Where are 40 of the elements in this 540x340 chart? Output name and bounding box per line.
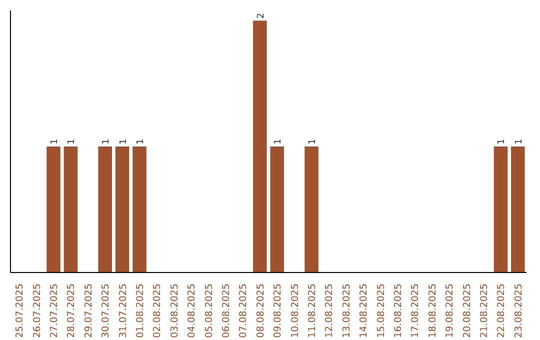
x-tick-label: 10.08.2025: [290, 283, 301, 338]
x-tick-label: 22.08.2025: [496, 283, 508, 338]
x-tick-label: 12.08.2025: [324, 283, 336, 338]
x-tick-label: 29.07.2025: [83, 283, 94, 338]
data-label: 1: [136, 138, 146, 145]
x-tick-label: 09.08.2025: [272, 283, 284, 338]
x-tick-label: 19.08.2025: [444, 283, 456, 338]
data-label: 1: [118, 138, 129, 145]
x-tick-label: 06.08.2025: [221, 283, 232, 338]
x-tick-label: 23.08.2025: [513, 283, 524, 338]
x-tick-label: 18.08.2025: [427, 283, 438, 338]
data-label: 1: [102, 138, 112, 145]
x-tick-label: 21.08.2025: [479, 283, 490, 338]
data-label: 1: [308, 138, 318, 145]
x-tick-label: 05.08.2025: [204, 283, 215, 338]
data-label: 1: [67, 138, 78, 145]
x-tick-label: 15.08.2025: [376, 283, 387, 338]
data-label: 1: [497, 138, 508, 145]
x-tick-label: 31.07.2025: [118, 283, 129, 338]
x-tick-label: 25.07.2025: [14, 283, 26, 338]
x-tick-label: 13.08.2025: [341, 283, 352, 338]
x-tick-label: 01.08.2025: [135, 283, 146, 338]
x-tick-label: 27.07.2025: [49, 283, 60, 338]
x-tick-label: 02.08.2025: [152, 283, 164, 338]
data-label: 1: [274, 138, 284, 145]
data-label: 1: [50, 138, 60, 145]
x-tick-label: 14.08.2025: [358, 283, 370, 338]
x-tick-label: 07.08.2025: [238, 283, 250, 338]
x-tick-label: 08.08.2025: [255, 283, 266, 338]
x-tick-label: 17.08.2025: [410, 283, 422, 338]
x-tick-label: 16.08.2025: [393, 283, 404, 338]
x-tick-label: 03.08.2025: [169, 283, 180, 338]
x-tick-label: 28.07.2025: [66, 283, 78, 338]
data-label: 1: [514, 138, 524, 145]
x-tick-label: 20.08.2025: [462, 283, 473, 338]
x-tick-label: 11.08.2025: [307, 283, 318, 338]
x-tick-label: 04.08.2025: [186, 283, 198, 338]
data-label: 2: [256, 12, 266, 19]
x-tick-label: 30.07.2025: [100, 283, 112, 338]
x-tick-label: 26.07.2025: [32, 283, 43, 338]
